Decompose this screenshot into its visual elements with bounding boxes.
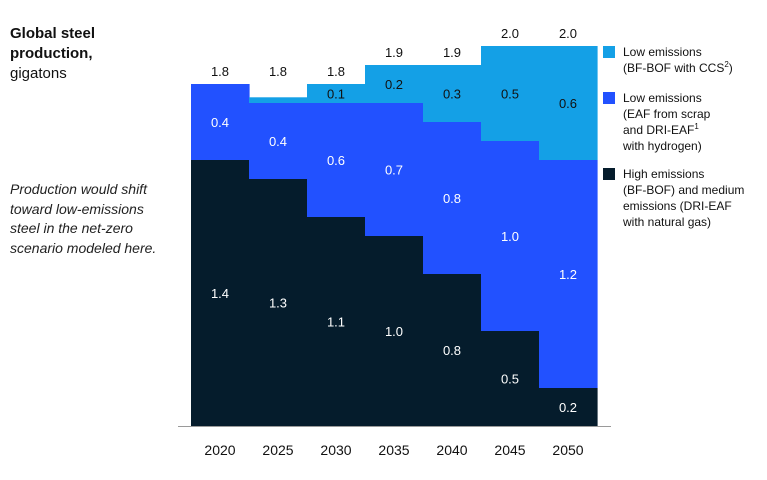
legend-label-text: Low emissions (BF-BOF with CCS: [623, 45, 725, 75]
data-labels-group: 1.4 0.4 1.8 2020 1.3 0.4 1.8 2025 1.1 0.6 0.1 1.8 20…: [204, 26, 583, 458]
data-label-high-2045: 0.5: [501, 372, 519, 387]
footnote-marker: 2: [724, 60, 729, 69]
bar-segment-low_ccs-2030: [307, 84, 366, 103]
legend-swatch-low_eaf: [603, 92, 615, 104]
bar-segment-high-2040: [423, 274, 482, 426]
data-label-low_eaf-2035: 0.7: [385, 163, 403, 178]
legend-label-text: Low emissions (EAF from scrap and DRI-EA…: [623, 91, 711, 137]
bar-segment-high-2025: [249, 179, 308, 426]
data-label-low_eaf-2020: 0.4: [211, 115, 229, 130]
total-label-2035: 1.9: [385, 45, 403, 60]
data-label-high-2050: 0.2: [559, 400, 577, 415]
x-tick-label-2040: 2040: [436, 442, 467, 458]
bar-segment-low_eaf-2025: [249, 103, 308, 179]
legend-label-low_ccs: Low emissions (BF-BOF with CCS2): [623, 44, 763, 76]
data-label-low_eaf-2045: 1.0: [501, 229, 519, 244]
data-label-low_ccs-2040: 0.3: [443, 87, 461, 102]
bars-group: [191, 46, 598, 426]
bar-segment-low_ccs-2025: [249, 97, 308, 103]
x-tick-label-2035: 2035: [378, 442, 409, 458]
x-tick-label-2025: 2025: [262, 442, 293, 458]
bar-segment-low_eaf-2030: [307, 103, 366, 217]
data-label-low_ccs-2035: 0.2: [385, 77, 403, 92]
data-label-low_eaf-2040: 0.8: [443, 191, 461, 206]
total-label-2025: 1.8: [269, 64, 287, 79]
total-label-2020: 1.8: [211, 64, 229, 79]
data-label-high-2035: 1.0: [385, 324, 403, 339]
data-label-low_ccs-2045: 0.5: [501, 87, 519, 102]
legend-swatch-high: [603, 168, 615, 180]
x-tick-label-2045: 2045: [494, 442, 525, 458]
bar-segment-high-2020: [191, 160, 250, 426]
legend-swatch-low_ccs: [603, 46, 615, 58]
bar-segment-high-2045: [481, 331, 540, 426]
x-tick-label-2050: 2050: [552, 442, 583, 458]
footnote-marker: 1: [694, 122, 699, 131]
bar-segment-high-2030: [307, 217, 366, 426]
bar-segment-low_eaf-2045: [481, 141, 540, 331]
chart-title-block: Global steel production, gigatons: [10, 24, 160, 84]
bar-segment-low_eaf-2020: [191, 84, 250, 160]
data-label-high-2025: 1.3: [269, 296, 287, 311]
total-label-2045: 2.0: [501, 26, 519, 41]
total-label-2040: 1.9: [443, 45, 461, 60]
legend-label-low_eaf: Low emissions (EAF from scrap and DRI-EA…: [623, 90, 763, 154]
data-label-high-2030: 1.1: [327, 315, 345, 330]
bar-segment-high-2050: [539, 388, 598, 426]
bar-segment-low_ccs-2035: [365, 65, 424, 103]
data-label-low_eaf-2050: 1.2: [559, 267, 577, 282]
bar-segment-low_ccs-2045: [481, 46, 540, 141]
bar-segment-low_ccs-2050: [539, 46, 598, 160]
chart-annotation: Production would shift toward low-emissi…: [10, 181, 157, 256]
bar-segment-low_eaf-2040: [423, 122, 482, 274]
bar-segment-high-2035: [365, 236, 424, 426]
bar-segment-low_ccs-2040: [423, 65, 482, 122]
chart-title: Global steel production,: [10, 25, 96, 62]
chart-subtitle: gigatons: [10, 65, 67, 82]
total-label-2050: 2.0: [559, 26, 577, 41]
x-tick-label-2030: 2030: [320, 442, 351, 458]
data-label-low_ccs-2030: 0.1: [327, 87, 345, 102]
legend-label-text-tail: with hydrogen): [623, 139, 702, 153]
bar-segment-low_eaf-2035: [365, 103, 424, 236]
total-label-2030: 1.8: [327, 64, 345, 79]
data-label-low_ccs-2050: 0.6: [559, 96, 577, 111]
data-label-low_eaf-2025: 0.4: [269, 134, 287, 149]
data-label-high-2020: 1.4: [211, 286, 229, 301]
bar-segment-low_eaf-2050: [539, 160, 598, 388]
data-label-low_eaf-2030: 0.6: [327, 153, 345, 168]
legend-label-high: High emissions (BF-BOF) and medium emiss…: [623, 166, 763, 230]
x-tick-label-2020: 2020: [204, 442, 235, 458]
legend-label-text: High emissions (BF-BOF) and medium emiss…: [623, 167, 745, 229]
legend-label-text-tail: ): [728, 61, 733, 75]
data-label-high-2040: 0.8: [443, 343, 461, 358]
